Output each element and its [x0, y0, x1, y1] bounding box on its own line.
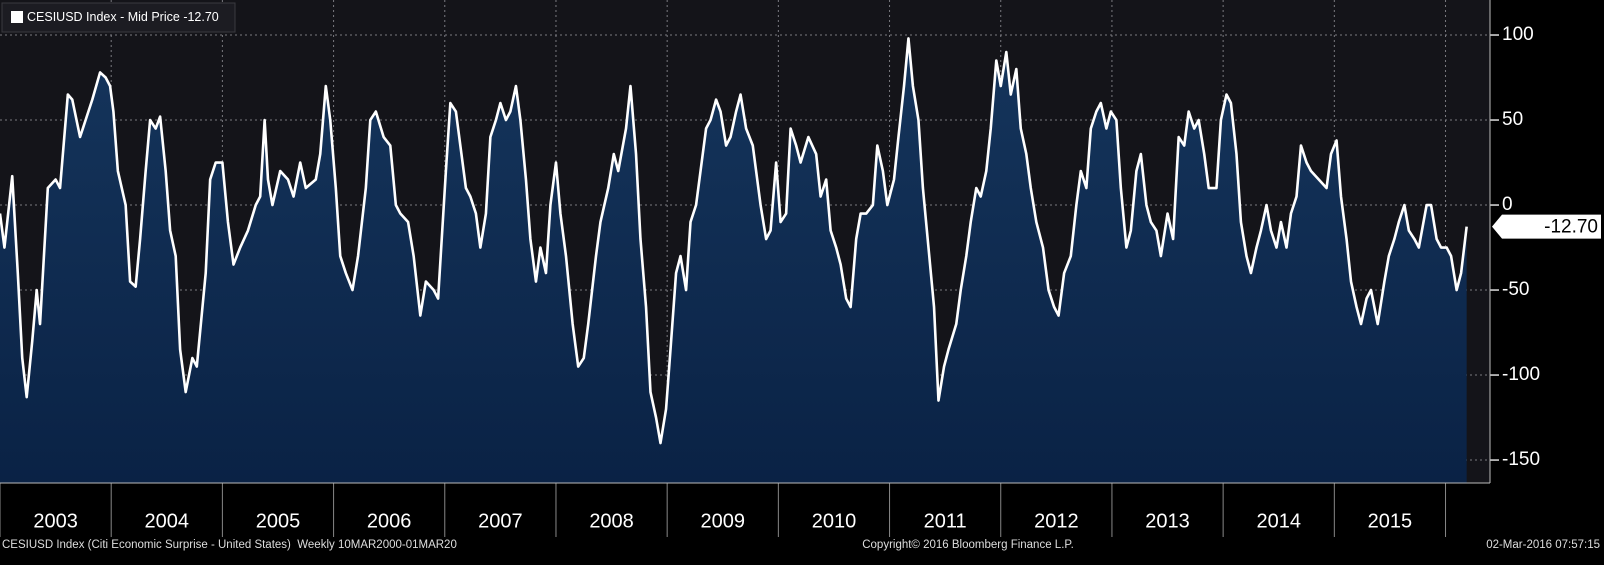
x-tick-label: 2009	[701, 510, 746, 532]
y-tick-label: 100	[1502, 24, 1534, 45]
x-tick-label: 2015	[1368, 510, 1413, 532]
last-value-tag	[1492, 214, 1601, 239]
x-tick-label: 2011	[924, 510, 967, 532]
legend-label: CESIUSD Index - Mid Price -12.70	[27, 10, 219, 24]
x-tick-label: 2006	[367, 510, 412, 532]
y-tick-label: -150	[1502, 449, 1540, 470]
legend-box	[1, 2, 236, 33]
y-tick-label: -100	[1502, 364, 1540, 385]
footer-center: Copyright© 2016 Bloomberg Finance L.P.	[862, 539, 1074, 551]
footer-right: 02-Mar-2016 07:57:15	[1486, 539, 1600, 551]
x-tick-label: 2012	[1034, 510, 1079, 532]
y-tick-label: 0	[1502, 194, 1513, 215]
x-tick-label: 2003	[33, 510, 78, 532]
area	[0, 38, 1467, 484]
y-tick-label: -50	[1502, 279, 1529, 300]
x-tick-label: 2005	[256, 510, 301, 532]
marks	[0, 37, 1468, 484]
legend: CESIUSD Index - Mid Price -12.70	[1, 2, 236, 33]
x-tick-label: 2007	[478, 510, 523, 532]
last-value-label: -12.70	[1544, 217, 1598, 238]
line	[0, 37, 1468, 445]
x-tick-label: 2008	[589, 510, 634, 532]
legend-last: -12.70	[183, 10, 218, 24]
axes: 100 50 0 -50 -100 -150 2003 2004 2005 2006 2007 200…	[0, 24, 1540, 537]
y-tick-label: 50	[1502, 109, 1523, 130]
x-tick-label: 2014	[1256, 510, 1301, 532]
x-tick-label: 2010	[812, 510, 857, 532]
x-tick-label: 2013	[1145, 510, 1190, 532]
legend-swatch	[11, 11, 23, 23]
legend-name: CESIUSD Index - Mid Price	[27, 10, 180, 24]
footer-left: CESIUSD Index (Citi Economic Surprise - …	[2, 539, 457, 551]
x-tick-label: 2004	[145, 510, 190, 532]
